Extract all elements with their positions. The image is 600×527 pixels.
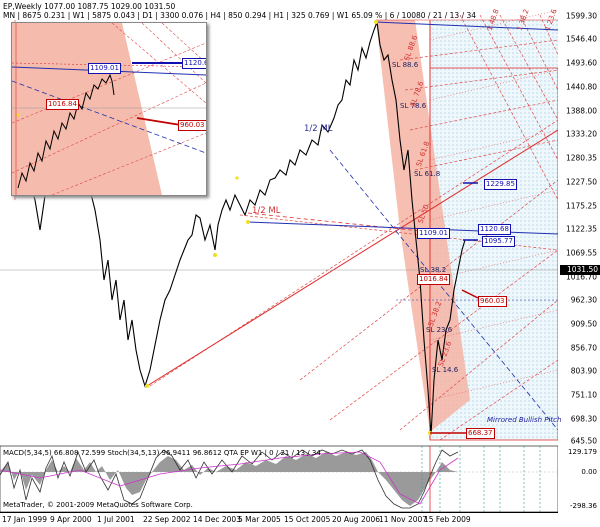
price-line: [17, 21, 466, 436]
level-box-1229[interactable]: 1229.85: [484, 179, 517, 190]
inset-level-1109[interactable]: 1109.01: [88, 63, 121, 74]
level-box-960[interactable]: 960.03: [478, 296, 507, 307]
pivot-2003: [213, 253, 217, 257]
price-tick: 698.30: [570, 414, 597, 424]
price-tick: 1388.00: [565, 106, 597, 116]
current-price-tag: 1031.50: [560, 265, 600, 275]
inset-level-960[interactable]: 960.03: [178, 120, 206, 131]
symbol-ohlc: EP,Weekly 1077.00 1087.75 1029.00 1031.5…: [3, 2, 176, 11]
date-tick: 5 Mar 2005: [238, 515, 281, 524]
price-chart[interactable]: [0, 0, 558, 512]
level-box-668[interactable]: 668.37: [466, 428, 495, 439]
red-half-ml-line: [247, 212, 431, 233]
price-tick: 1016.70: [565, 272, 597, 282]
date-tick: 17 Jan 1999: [2, 515, 47, 524]
pivot-2005: [246, 220, 250, 224]
osc-vertical-markers: [421, 446, 541, 512]
price-tick: 909.50: [570, 319, 597, 329]
date-tick: 14 Dec 2003: [193, 515, 241, 524]
pivot-high-2007: [374, 20, 378, 24]
date-tick: 20 Aug 2006: [332, 515, 381, 524]
price-tick: 1546.40: [565, 34, 597, 44]
inset-chart: [12, 23, 206, 195]
chart-info-bar: EP,Weekly 1077.00 1087.75 1029.00 1031.5…: [3, 2, 476, 20]
oscillator-label: MACD(5,34,5) 66.808 72.599 Stoch(34,5,13…: [3, 449, 321, 457]
price-axis[interactable]: 1599.30 1546.40 1493.60 1440.80 1388.00 …: [558, 0, 600, 526]
date-tick: 1 Jul 2001: [97, 515, 135, 524]
price-tick: 645.50: [570, 436, 597, 446]
sl-14-6-label: SL 14.6: [432, 366, 459, 374]
price-tick: 1122.35: [565, 224, 597, 234]
inset-level-1120[interactable]: 1120.68: [182, 58, 206, 69]
date-tick: 9 Apr 2000: [50, 515, 92, 524]
sl-61-8-label: SL 61.8: [414, 170, 441, 178]
red-marker-960: [461, 289, 479, 299]
level-box-1109[interactable]: 1109.01: [417, 228, 450, 239]
red-median-line: [146, 129, 558, 387]
stoch-line: [0, 449, 459, 509]
price-tick: 1069.55: [565, 248, 597, 258]
pivot-low-2002: [145, 384, 149, 388]
date-tick: 22 Sep 2002: [143, 515, 191, 524]
level-box-1120[interactable]: 1120.68: [478, 224, 511, 235]
level-box-1016[interactable]: 1016.84: [417, 274, 450, 285]
price-tick: 751.10: [570, 390, 597, 400]
inset-zoom-panel[interactable]: 1109.01 1120.68 1016.84 960.03: [11, 22, 207, 196]
red-dotted-grid: [429, 9, 558, 401]
price-tick: 1175.25: [565, 201, 597, 211]
signal-line: [0, 451, 459, 505]
inset-level-1016[interactable]: 1016.84: [46, 99, 79, 110]
price-tick: 1599.30: [565, 11, 597, 21]
level-box-1095[interactable]: 1095.77: [482, 236, 515, 247]
osc-tick: 0.00: [581, 468, 597, 476]
sl-88-6-label: SL 88.6: [392, 61, 419, 69]
half-ml-blue-label: 1/2 ML: [304, 124, 333, 134]
half-ml-red-label: 1/2 ML: [252, 206, 281, 216]
macd-histogram: [0, 452, 458, 506]
date-tick: 15 Oct 2005: [284, 515, 331, 524]
sl-23-6-label: SL 23.6: [426, 326, 453, 334]
pitchfork-signature: Mirrored Bullish Pitch: [487, 416, 562, 424]
date-tick: 11 Nov 2007: [379, 515, 428, 524]
price-tick: 1227.50: [565, 177, 597, 187]
price-tick: 1493.60: [565, 58, 597, 68]
red-box: [429, 67, 558, 441]
price-tick: 1333.20: [565, 129, 597, 139]
date-tick: 15 Feb 2009: [424, 515, 471, 524]
price-tick: 962.30: [570, 295, 597, 305]
sl-78-6-label: SL 78.6: [400, 102, 427, 110]
price-tick: 856.70: [570, 343, 597, 353]
sl-38-2-label: SL 38.2: [420, 266, 447, 274]
blue-upper-line: [375, 21, 558, 31]
date-axis[interactable]: 17 Jan 1999 9 Apr 2000 1 Jul 2001 22 Sep…: [0, 512, 558, 527]
osc-tick: -298.36: [569, 502, 597, 510]
price-tick: 1440.80: [565, 82, 597, 92]
price-tick: 1280.35: [565, 153, 597, 163]
copyright-text: MetaTrader, © 2001-2009 MetaQuotes Softw…: [3, 501, 193, 509]
osc-panel: [0, 445, 558, 512]
pivot-2000: [235, 176, 239, 180]
price-tick: 803.90: [570, 366, 597, 376]
osc-tick: 129.179: [568, 448, 597, 456]
timeframe-stats: MN | 8675 0.231 | W1 | 5875 0.043 | D1 |…: [3, 11, 477, 20]
blue-dashed-line: [329, 149, 558, 431]
